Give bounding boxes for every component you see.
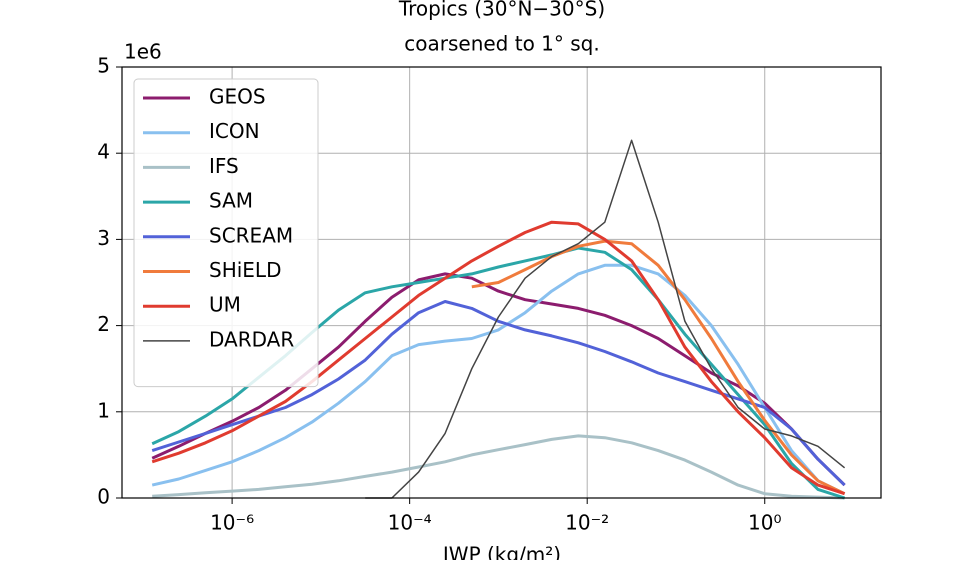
y-tick-label: 4 (97, 140, 110, 164)
plot-frame (121, 66, 882, 499)
series-line (151, 300, 846, 487)
legend-label: GEOS (209, 85, 266, 109)
legend-box (133, 78, 319, 388)
y-tick-label: 5 (97, 54, 110, 78)
legend-label: SCREAM (209, 223, 293, 247)
series-line (365, 139, 846, 499)
x-axis-label: IWP (kg/m²) (443, 543, 561, 561)
chart-title: Tropics (30°N−30°S) (398, 0, 605, 21)
chart-subtitle: coarsened to 1° sq. (404, 32, 599, 56)
x-tick-label: 10⁻⁶ (210, 511, 254, 535)
x-tick-label: 10⁰ (748, 511, 781, 535)
legend-label: SAM (209, 189, 253, 213)
y-tick-label: 3 (97, 226, 110, 250)
series-line (471, 239, 846, 496)
y-tick-label: 1 (97, 398, 110, 422)
series-line (151, 272, 846, 487)
series-line (151, 263, 846, 496)
legend-label: DARDAR (209, 327, 294, 351)
legend-label: IFS (209, 154, 239, 178)
legend-label: SHiELD (209, 258, 281, 282)
y-tick-label: 2 (97, 312, 110, 336)
y-offset-label: 1e6 (124, 40, 162, 64)
legend-label: ICON (209, 119, 260, 143)
x-tick-label: 10⁻² (565, 511, 609, 535)
series-line (151, 220, 846, 496)
x-tick-label: 10⁻⁴ (388, 511, 432, 535)
y-tick-label: 0 (97, 485, 110, 509)
series-line (152, 434, 845, 500)
legend-label: UM (209, 293, 241, 317)
